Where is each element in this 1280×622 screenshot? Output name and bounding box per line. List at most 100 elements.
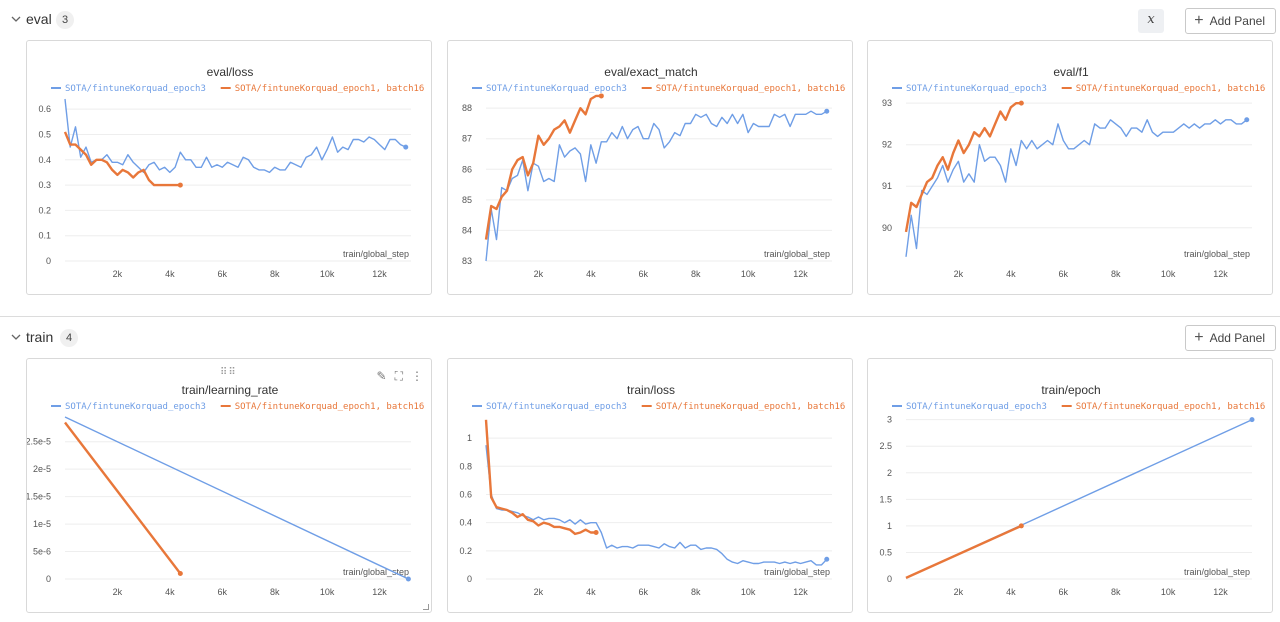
x-tick-label: 10k — [1161, 269, 1176, 279]
x-tick-label: 12k — [1213, 587, 1228, 597]
section-header-train: train 4 + Add Panel — [0, 318, 1280, 358]
y-tick-label: 0.5 — [879, 547, 892, 557]
x-tick-label: 8k — [691, 587, 701, 597]
chart: eval/f1 SOTA/fintuneKorquad_epoch3 SOTA/fi… — [882, 65, 1265, 279]
chevron-down-icon[interactable] — [10, 13, 22, 25]
y-tick-label: 1.5e-5 — [27, 492, 51, 502]
x-tick-label: 2k — [534, 587, 544, 597]
x-axis-title: train/global_step — [1184, 567, 1250, 577]
chart: eval/exact_match SOTA/fintuneKorquad_epoc… — [462, 65, 845, 279]
x-tick-label: 2k — [954, 269, 964, 279]
series-line — [905, 524, 1022, 579]
y-tick-label: 0.3 — [38, 180, 51, 190]
section-count-badge: 3 — [56, 11, 75, 29]
section-title[interactable]: train — [26, 329, 54, 345]
legend-entry: SOTA/fintuneKorquad_epoch3 — [906, 84, 1047, 94]
x-tick-label: 8k — [270, 269, 280, 279]
x-tick-label: 4k — [165, 587, 175, 597]
x-tick-label: 8k — [270, 587, 280, 597]
x-tick-label: 2k — [954, 587, 964, 597]
y-tick-label: 0.4 — [38, 155, 51, 165]
y-tick-label: 2 — [887, 468, 892, 478]
y-tick-label: 1 — [467, 433, 472, 443]
x-tick-label: 4k — [1006, 587, 1016, 597]
x-tick-label: 6k — [639, 269, 649, 279]
legend-entry: SOTA/fintuneKorquad_epoch3 — [486, 84, 627, 94]
chevron-down-icon[interactable] — [10, 331, 22, 343]
legend-entry: SOTA/fintuneKorquad_epoch3 — [65, 84, 206, 94]
y-tick-label: 1e-5 — [33, 519, 51, 529]
y-tick-label: 83 — [462, 256, 472, 266]
y-tick-label: 87 — [462, 134, 472, 144]
series-endpoint — [824, 556, 830, 562]
add-panel-label: Add Panel — [1209, 331, 1265, 345]
x-tick-label: 8k — [691, 269, 701, 279]
plus-icon: + — [1194, 12, 1204, 29]
legend-entry: SOTA/fintuneKorquad_epoch1, batch16 — [656, 402, 846, 412]
chart-panel-eval-f1[interactable]: eval/f1 SOTA/fintuneKorquad_epoch3 SOTA/fi… — [867, 40, 1273, 295]
x-tick-label: 2k — [534, 269, 544, 279]
series-endpoint — [593, 530, 599, 536]
chart-panel-train-loss[interactable]: train/loss SOTA/fintuneKorquad_epoch3 SOTA… — [447, 358, 853, 613]
chart-title: train/learning_rate — [182, 383, 279, 397]
y-tick-label: 2e-5 — [33, 464, 51, 474]
y-tick-label: 90 — [882, 223, 892, 233]
chart-panel-train-learning-rate[interactable]: ⠿⠿ ✎ ⛶ ⋮ train/learning_rate SOTA/fintune… — [26, 358, 432, 613]
series-line — [905, 119, 1248, 257]
x-tick-label: 6k — [218, 269, 228, 279]
x-axis-title: train/global_step — [764, 249, 830, 259]
y-tick-label: 84 — [462, 225, 472, 235]
legend-entry: SOTA/fintuneKorquad_epoch1, batch16 — [235, 402, 425, 412]
x-tick-label: 6k — [1059, 587, 1069, 597]
resize-handle-icon[interactable] — [423, 604, 429, 610]
x-tick-label: 2k — [113, 587, 123, 597]
series-endpoint — [1018, 100, 1024, 106]
y-tick-label: 91 — [882, 181, 892, 191]
add-panel-button[interactable]: + Add Panel — [1185, 8, 1276, 34]
drag-handle-icon[interactable]: ⠿⠿ — [220, 367, 237, 378]
panel-toolbar: ✎ ⛶ ⋮ — [377, 369, 423, 384]
x-tick-label: 12k — [372, 587, 387, 597]
y-tick-label: 0 — [46, 574, 51, 584]
section-title[interactable]: eval — [26, 11, 52, 27]
x-tick-label: 10k — [320, 269, 335, 279]
expression-button[interactable]: x — [1138, 9, 1164, 33]
legend-entry: SOTA/fintuneKorquad_epoch3 — [486, 402, 627, 412]
more-options-icon[interactable]: ⋮ — [411, 369, 423, 383]
series-endpoint — [177, 182, 183, 188]
legend-entry: SOTA/fintuneKorquad_epoch3 — [906, 402, 1047, 412]
edit-pencil-icon[interactable]: ✎ — [376, 369, 387, 383]
y-tick-label: 0.2 — [459, 546, 472, 556]
chart: train/learning_rate SOTA/fintuneKorquad_e… — [27, 383, 425, 597]
series-endpoint — [1018, 523, 1024, 529]
series-line — [485, 110, 828, 262]
series-endpoint — [824, 108, 830, 114]
y-tick-label: 3 — [887, 415, 892, 425]
add-panel-button[interactable]: + Add Panel — [1185, 325, 1276, 351]
series-endpoint — [1249, 417, 1255, 423]
series-line — [64, 416, 409, 580]
x-tick-label: 4k — [586, 587, 596, 597]
x-tick-label: 8k — [1111, 587, 1121, 597]
series-line — [484, 419, 597, 536]
y-tick-label: 0 — [467, 574, 472, 584]
y-tick-label: 0.2 — [38, 205, 51, 215]
fullscreen-icon[interactable]: ⛶ — [394, 369, 403, 383]
x-tick-label: 6k — [639, 587, 649, 597]
x-tick-label: 10k — [1161, 587, 1176, 597]
x-tick-label: 10k — [741, 269, 756, 279]
x-tick-label: 6k — [218, 587, 228, 597]
chart-title: eval/loss — [207, 65, 254, 79]
series-endpoint — [177, 571, 183, 577]
y-tick-label: 2.5 — [879, 441, 892, 451]
chart-panel-eval-loss[interactable]: eval/loss SOTA/fintuneKorquad_epoch3 SOTA/… — [26, 40, 432, 295]
chart-panel-eval-exact-match[interactable]: eval/exact_match SOTA/fintuneKorquad_epoc… — [447, 40, 853, 295]
x-axis-title: train/global_step — [343, 249, 409, 259]
chart-panel-train-epoch[interactable]: train/epoch SOTA/fintuneKorquad_epoch3 SOT… — [867, 358, 1273, 613]
y-tick-label: 0.6 — [459, 489, 472, 499]
x-axis-title: train/global_step — [343, 567, 409, 577]
y-tick-label: 88 — [462, 103, 472, 113]
x-tick-label: 2k — [113, 269, 123, 279]
x-tick-label: 12k — [372, 269, 387, 279]
